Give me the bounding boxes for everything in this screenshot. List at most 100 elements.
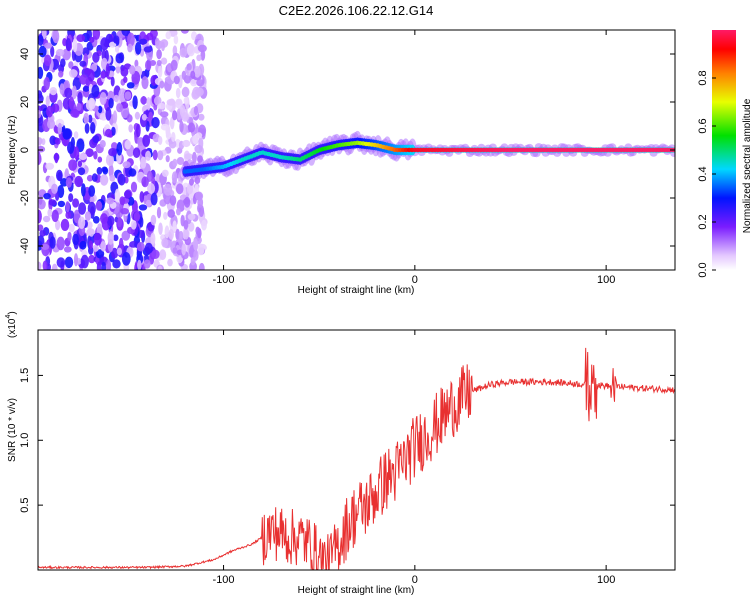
noise-cell (181, 112, 190, 122)
spectrogram-y-tick-label: -20 (19, 190, 31, 206)
noise-cell (184, 153, 193, 160)
noise-cell (159, 249, 167, 261)
noise-cell (111, 126, 116, 136)
noise-cell (84, 122, 90, 134)
noise-cell (42, 260, 48, 270)
noise-cell (107, 231, 115, 245)
spectrogram-y-ticks: -40 -20 0 20 40 (19, 48, 675, 254)
noise-cell (43, 193, 51, 200)
noise-cell (47, 119, 56, 129)
noise-cell (164, 225, 170, 239)
noise-cell (168, 139, 177, 149)
snr-y-ticks: 0.5 1.0 1.5 (19, 368, 675, 513)
noise-cell (179, 47, 187, 58)
noise-cell (165, 31, 172, 40)
noise-cell (78, 152, 88, 161)
noise-cell (167, 258, 173, 267)
noise-cell (69, 96, 75, 110)
noise-cell (88, 114, 93, 124)
colorbar-tick-label: 0.4 (697, 166, 709, 181)
noise-cell (72, 38, 78, 53)
noise-cell (105, 107, 112, 121)
noise-cell (113, 35, 120, 44)
noise-cell (181, 243, 186, 256)
noise-cell (42, 215, 51, 223)
noise-cell (79, 74, 88, 85)
noise-cell (131, 70, 141, 85)
noise-cell (156, 59, 162, 67)
noise-cell (100, 213, 108, 225)
noise-cell (159, 111, 169, 118)
noise-cell (60, 58, 66, 68)
noise-cell (121, 30, 130, 37)
snr-frame (37, 329, 676, 571)
noise-cell (141, 114, 147, 121)
noise-cell (195, 226, 200, 235)
noise-cell (100, 37, 109, 51)
noise-cell (120, 67, 129, 77)
noise-cell (82, 47, 90, 56)
noise-cell (67, 231, 72, 242)
noise-cell (62, 48, 71, 61)
noise-cell (82, 85, 90, 92)
noise-cell (147, 183, 156, 194)
noise-cell (63, 246, 72, 253)
snr-y-tick-label: 1.5 (19, 368, 31, 383)
noise-cell (51, 209, 59, 222)
noise-cell (89, 98, 96, 110)
noise-cell (182, 139, 191, 148)
noise-cell (141, 76, 149, 90)
noise-cell (124, 139, 132, 150)
noise-cell (158, 136, 163, 145)
noise-cell (62, 97, 72, 110)
noise-cell (116, 247, 122, 256)
noise-cell (171, 171, 178, 184)
noise-cell (58, 70, 64, 78)
noise-cell (51, 103, 60, 113)
noise-cell (38, 34, 44, 46)
noise-cell (91, 173, 98, 182)
noise-cell (183, 228, 190, 240)
noise-cell (135, 123, 141, 138)
snr-panel: -100 0 100 0.5 1.0 1.5 Height of straight li… (5, 311, 676, 596)
noise-cell (74, 146, 80, 161)
noise-cell (156, 206, 162, 219)
noise-cell (172, 110, 178, 121)
noise-cell (152, 149, 158, 161)
noise-cell (106, 197, 115, 205)
noise-cell (100, 57, 108, 70)
noise-cell (41, 243, 50, 250)
noise-cell (136, 241, 145, 252)
noise-cell (78, 202, 87, 215)
snr-x-tick-label: 0 (412, 574, 418, 586)
noise-cell (54, 137, 61, 145)
noise-cell (167, 209, 175, 218)
noise-cell (160, 57, 168, 65)
noise-cell (171, 131, 176, 143)
noise-cell (43, 76, 51, 90)
noise-cell (130, 181, 138, 193)
noise-cell (157, 102, 166, 110)
noise-cell (145, 150, 152, 161)
noise-cell (134, 111, 140, 120)
noise-cell (127, 32, 135, 47)
noise-cell (65, 38, 72, 51)
noise-cell (126, 82, 135, 89)
noise-cell (161, 238, 169, 248)
noise-cell (87, 201, 96, 216)
noise-cell (166, 98, 176, 106)
spectrogram-y-tick-label: 0 (19, 147, 31, 153)
noise-cell (139, 216, 144, 228)
noise-cell (81, 183, 86, 197)
noise-cell (52, 30, 60, 44)
noise-cell (78, 216, 86, 229)
noise-cell (38, 93, 44, 104)
colorbar: 0.0 0.2 0.4 0.6 0.8 Normalized spectral ampl… (697, 30, 750, 278)
noise-cell (56, 236, 65, 251)
snr-series-line (38, 347, 675, 570)
noise-cell (196, 79, 205, 87)
noise-cell (47, 208, 53, 217)
spectrogram-y-tick-label: -40 (19, 238, 31, 254)
noise-cell (90, 122, 96, 134)
